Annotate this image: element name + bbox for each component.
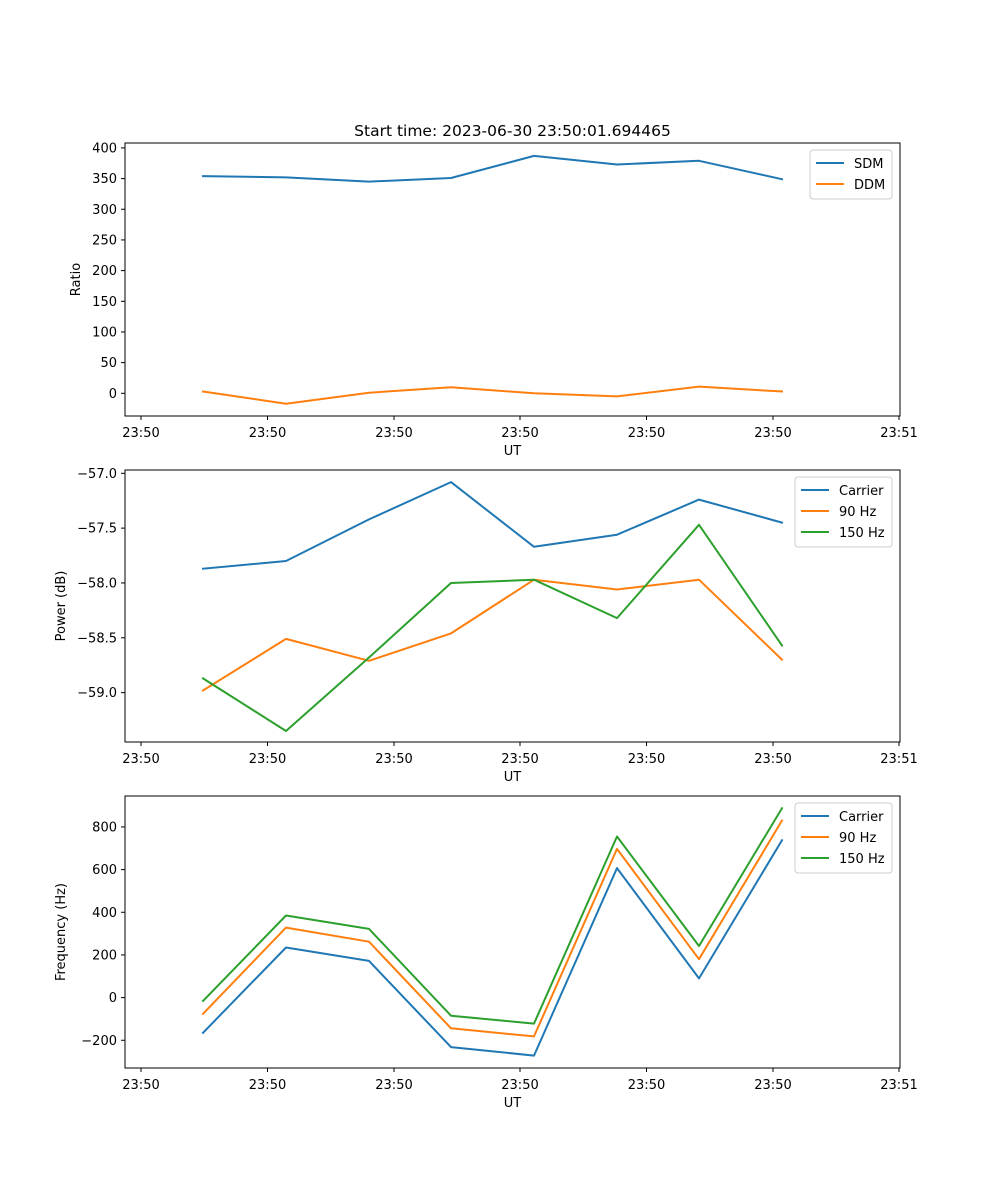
- y-tick-label: 300: [92, 203, 117, 218]
- axes-frame: [124, 795, 901, 1069]
- y-tick-label: 400: [92, 141, 117, 156]
- legend-label: 90 Hz: [839, 831, 876, 846]
- y-tick-label: 0: [109, 387, 117, 402]
- x-tick-label: 23:50: [375, 426, 412, 441]
- series-line-carrier: [201, 481, 784, 570]
- x-axis-label: UT: [504, 770, 522, 785]
- x-tick-label: 23:50: [501, 1078, 538, 1093]
- legend-label: 90 Hz: [839, 505, 876, 520]
- y-axis-label: Ratio: [69, 263, 84, 296]
- series-line-150-hz: [201, 523, 784, 732]
- x-tick-label: 23:50: [249, 1078, 286, 1093]
- legend: Carrier 90 Hz 150 Hz: [794, 476, 893, 548]
- x-tick-label: 23:50: [501, 426, 538, 441]
- x-tick-label: 23:50: [628, 752, 665, 767]
- y-tick-label: −57.0: [77, 467, 117, 482]
- series-line-sdm: [201, 154, 784, 183]
- x-axis-label: UT: [504, 1096, 522, 1111]
- x-tick-label: 23:50: [628, 426, 665, 441]
- y-axis-label: Frequency (Hz): [54, 883, 69, 981]
- x-tick-label: 23:50: [754, 1078, 791, 1093]
- x-tick-label: 23:50: [375, 1078, 412, 1093]
- y-tick-label: 0: [109, 991, 117, 1006]
- x-tick-label: 23:50: [375, 752, 412, 767]
- x-tick-label: 23:50: [249, 426, 286, 441]
- legend-label: SDM: [854, 157, 883, 172]
- legend: SDM DDM: [809, 149, 893, 200]
- x-tick-label: 23:50: [122, 1078, 159, 1093]
- y-tick-label: −58.5: [77, 631, 117, 646]
- x-tick-label: 23:51: [880, 752, 917, 767]
- y-tick-label: 200: [92, 264, 117, 279]
- x-tick-label: 23:50: [754, 426, 791, 441]
- legend-label: DDM: [854, 178, 885, 193]
- series-line-ddm: [201, 385, 784, 405]
- axes-frame: [124, 469, 901, 743]
- legend-label: Carrier: [839, 810, 884, 825]
- y-tick-label: −200: [81, 1034, 117, 1049]
- chart-panel-3: 23:50 23:50 23:50 23:50 23:50 23:50 23:51 −200 0…: [54, 795, 918, 1111]
- legend-frame: [794, 802, 893, 874]
- x-axis-label: UT: [504, 444, 522, 459]
- x-tick-label: 23:50: [122, 426, 159, 441]
- y-tick-label: −58.0: [77, 576, 117, 591]
- chart-panel-1: 23:50 23:50 23:50 23:50 23:50 23:50 23:51 0 50 10…: [69, 122, 918, 459]
- x-tick-label: 23:50: [628, 1078, 665, 1093]
- legend-frame: [794, 476, 893, 548]
- y-tick-label: 350: [92, 172, 117, 187]
- legend: Carrier 90 Hz 150 Hz: [794, 802, 893, 874]
- x-tick-label: 23:51: [880, 426, 917, 441]
- x-tick-label: 23:51: [880, 1078, 917, 1093]
- series-line-carrier: [201, 838, 784, 1057]
- legend-label: 150 Hz: [839, 852, 885, 867]
- series-line-150-hz: [201, 806, 784, 1025]
- y-tick-label: 800: [92, 820, 117, 835]
- y-tick-label: 400: [92, 906, 117, 921]
- y-tick-label: −59.0: [77, 686, 117, 701]
- legend-label: 150 Hz: [839, 526, 885, 541]
- axes-frame: [124, 142, 901, 417]
- x-tick-label: 23:50: [122, 752, 159, 767]
- y-tick-label: 100: [92, 325, 117, 340]
- y-tick-label: 200: [92, 948, 117, 963]
- y-tick-label: 250: [92, 233, 117, 248]
- y-tick-label: 150: [92, 295, 117, 310]
- y-tick-label: 50: [100, 356, 117, 371]
- chart-panel-2: 23:50 23:50 23:50 23:50 23:50 23:50 23:51 −59.0…: [54, 467, 918, 785]
- y-tick-label: 600: [92, 863, 117, 878]
- x-tick-label: 23:50: [754, 752, 791, 767]
- y-tick-label: −57.5: [77, 522, 117, 537]
- y-axis-label: Power (dB): [54, 571, 69, 642]
- x-tick-label: 23:50: [249, 752, 286, 767]
- series-line-90-hz: [201, 578, 784, 692]
- x-tick-label: 23:50: [501, 752, 538, 767]
- series-line-90-hz: [201, 819, 784, 1038]
- legend-label: Carrier: [839, 484, 884, 499]
- chart-title: Start time: 2023-06-30 23:50:01.694465: [354, 122, 671, 140]
